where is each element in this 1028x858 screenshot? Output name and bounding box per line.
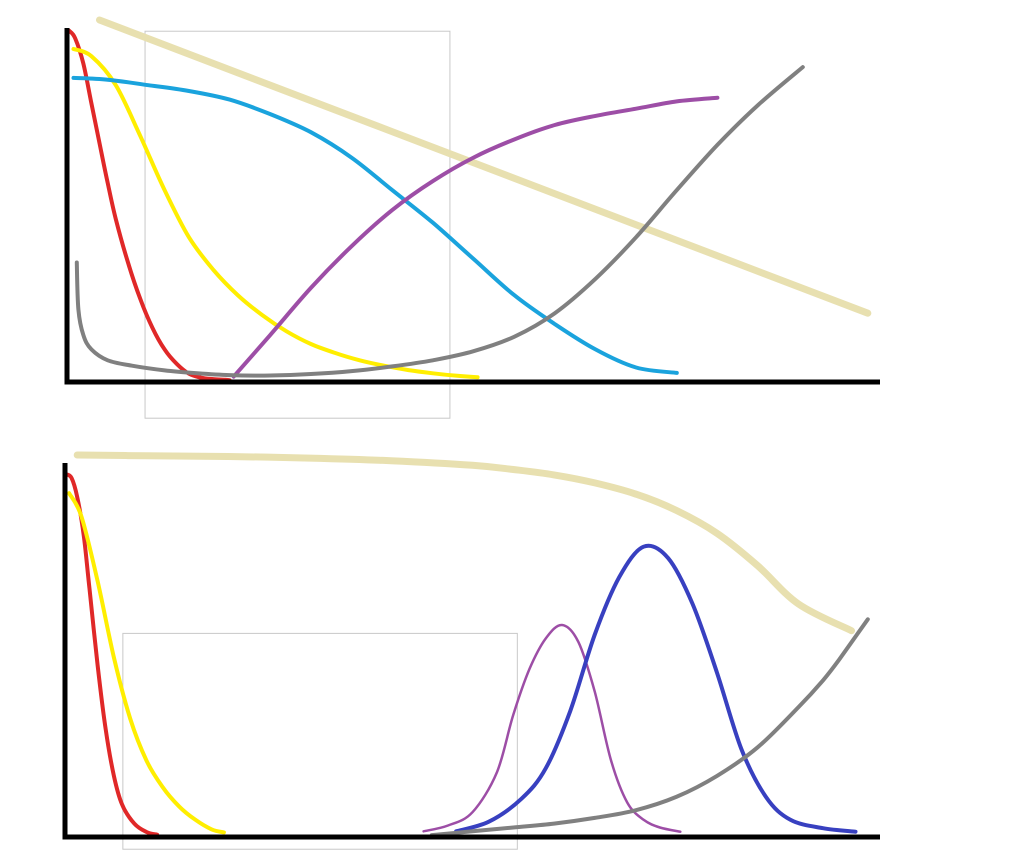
chart-panel-bottom [62, 451, 880, 850]
highlight-box [144, 30, 451, 419]
series-line-red [63, 472, 160, 837]
series-line-yellow [67, 491, 226, 835]
series-line-yellow [71, 47, 480, 380]
series-line-beige [73, 451, 855, 635]
series-line-gray [74, 65, 805, 378]
series-line-purple [231, 95, 720, 379]
highlight-box [122, 632, 518, 850]
series-line-gray [429, 617, 870, 838]
series-line-red [67, 28, 232, 383]
series-line-beige [96, 16, 872, 317]
series-line-cyan [71, 75, 679, 375]
series-line-blue [454, 543, 858, 834]
series-line-purple [422, 623, 682, 833]
chart-panel-top [64, 16, 880, 419]
